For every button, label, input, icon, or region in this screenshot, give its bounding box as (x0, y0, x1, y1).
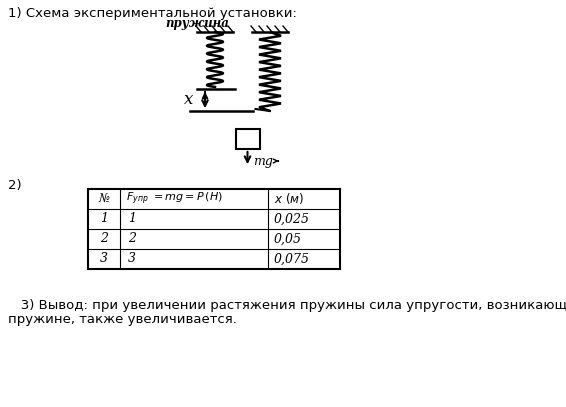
Text: 1) Схема экспериментальной установки:: 1) Схема экспериментальной установки: (8, 7, 297, 20)
Bar (235, 129, 259, 149)
Text: пружина: пружина (165, 17, 229, 30)
Text: 2: 2 (128, 232, 136, 245)
Text: mg: mg (254, 155, 273, 168)
Text: №: № (98, 193, 110, 206)
Text: 1: 1 (100, 212, 108, 225)
Text: 0,05: 0,05 (274, 232, 302, 245)
Text: 3: 3 (100, 252, 108, 265)
Text: 0,025: 0,025 (274, 212, 310, 225)
Text: 2: 2 (100, 232, 108, 245)
Text: пружине, также увеличивается.: пружине, также увеличивается. (8, 313, 237, 326)
Text: $\it{x}$ $\it{(м)}$: $\it{x}$ $\it{(м)}$ (274, 192, 304, 206)
Text: 3) Вывод: при увеличении растяжения пружины сила упругости, возникающая в: 3) Вывод: при увеличении растяжения пруж… (8, 299, 566, 312)
Text: 3: 3 (128, 252, 136, 265)
Text: $\it{F}$$_{\it{упр}}$ $\it{= mg = P\,(H)}$: $\it{F}$$_{\it{упр}}$ $\it{= mg = P\,(H)… (126, 191, 223, 207)
Text: 2): 2) (8, 179, 22, 192)
Text: x: x (185, 92, 194, 109)
Text: 0,075: 0,075 (274, 252, 310, 265)
Text: 1: 1 (128, 212, 136, 225)
